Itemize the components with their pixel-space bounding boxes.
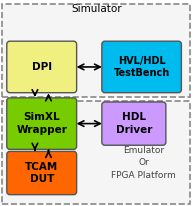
Text: DPI: DPI <box>32 62 52 72</box>
FancyBboxPatch shape <box>7 41 77 93</box>
FancyBboxPatch shape <box>2 101 190 204</box>
Text: HDL
Driver: HDL Driver <box>116 112 152 135</box>
Text: HVL/HDL
TestBench: HVL/HDL TestBench <box>113 56 170 78</box>
FancyBboxPatch shape <box>102 102 166 145</box>
FancyBboxPatch shape <box>102 41 181 93</box>
Text: Emulator
Or
FPGA Platform: Emulator Or FPGA Platform <box>111 146 176 180</box>
FancyBboxPatch shape <box>7 98 77 149</box>
FancyBboxPatch shape <box>7 151 77 195</box>
Text: TCAM
DUT: TCAM DUT <box>25 162 58 184</box>
FancyBboxPatch shape <box>2 4 190 97</box>
Text: Simulator: Simulator <box>72 4 122 14</box>
Text: SimXL
Wrapper: SimXL Wrapper <box>16 112 67 135</box>
